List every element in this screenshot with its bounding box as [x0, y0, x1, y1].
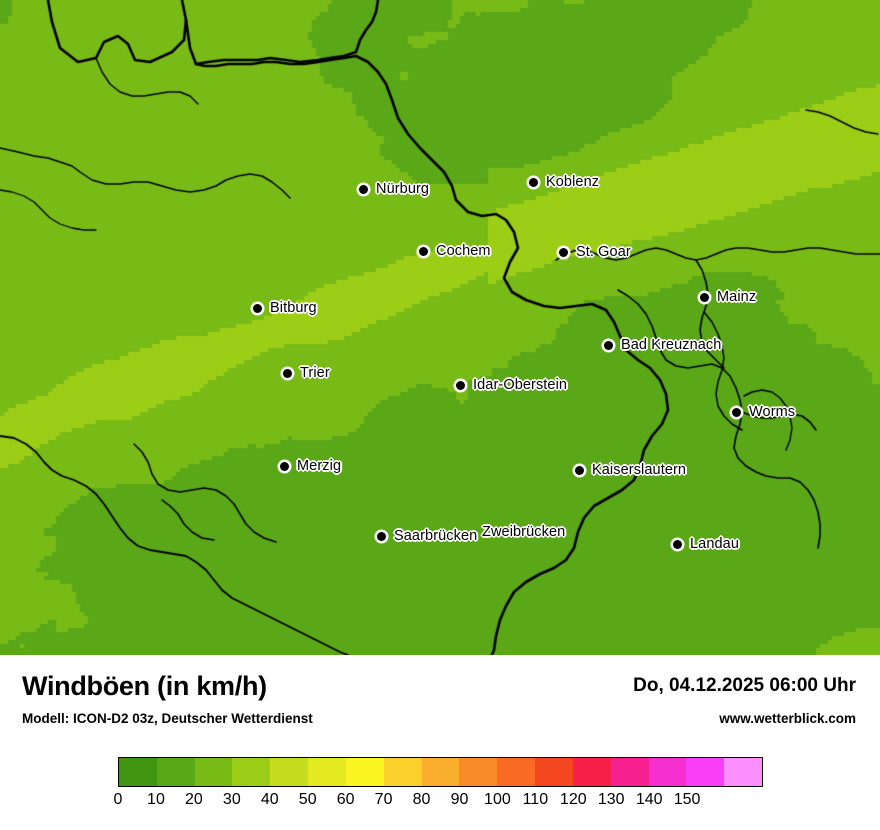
forecast-timestamp: Do, 04.12.2025 06:00 Uhr: [633, 675, 856, 696]
city-dot-icon: [359, 184, 368, 194]
city-marker-bitburg[interactable]: Bitburg: [253, 300, 317, 316]
city-label: St. Goar: [576, 244, 631, 260]
legend-tick-60: 60: [336, 791, 355, 808]
legend-tick-120: 120: [559, 791, 587, 808]
legend-swatch-5: [308, 758, 346, 786]
city-label: Kaiserslautern: [592, 462, 687, 478]
city-dot-icon: [529, 177, 538, 187]
legend-swatch-10: [497, 758, 536, 786]
city-marker-zweibr-cken[interactable]: Zweibrücken: [482, 524, 565, 540]
city-marker-n-rburg[interactable]: Nürburg: [359, 181, 429, 197]
legend-swatch-2: [194, 758, 233, 786]
city-marker-kaiserslautern[interactable]: Kaiserslautern: [575, 462, 686, 478]
legend-swatch-0: [119, 758, 157, 786]
legend-tick-20: 20: [184, 791, 203, 808]
website-url: www.wetterblick.com: [719, 711, 856, 726]
city-marker-cochem[interactable]: Cochem: [419, 243, 491, 259]
city-dot-icon: [700, 292, 709, 302]
wind-gust-heatmap-canvas: [0, 0, 880, 655]
city-label: Landau: [690, 536, 739, 552]
city-dot-icon: [559, 247, 568, 257]
city-marker-idar-oberstein[interactable]: Idar-Oberstein: [456, 377, 567, 393]
legend-tick-0: 0: [113, 791, 123, 808]
legend-swatch-12: [572, 758, 611, 786]
city-label: Mainz: [717, 289, 757, 305]
legend-swatch-13: [610, 758, 649, 786]
city-marker-landau[interactable]: Landau: [673, 536, 739, 552]
city-dot-icon: [283, 368, 292, 378]
city-dot-icon: [673, 539, 682, 549]
city-label: Bad Kreuznach: [621, 337, 722, 353]
legend-tick-100: 100: [484, 791, 511, 808]
legend-swatch-6: [345, 758, 384, 786]
city-label: Trier: [300, 365, 330, 381]
legend-tick-90: 90: [450, 791, 469, 808]
legend-tick-labels: 0 10 20 30 40 50 60 70 80 90 100 110 120 130 140 150: [114, 791, 763, 817]
city-label: Nürburg: [376, 181, 430, 197]
footer-panel: Windböen (in km/h) Modell: ICON-D2 03z, …: [0, 655, 880, 830]
legend-swatch-8: [421, 758, 460, 786]
legend-tick-50: 50: [298, 791, 317, 808]
city-dot-icon: [419, 246, 428, 256]
legend-swatch-9: [459, 758, 498, 786]
city-dot-icon: [377, 531, 386, 541]
city-dot-icon: [253, 303, 262, 313]
legend-colorbar: [118, 757, 763, 787]
city-label: Bitburg: [270, 300, 317, 316]
legend-swatch-4: [270, 758, 309, 786]
legend-tick-80: 80: [412, 791, 431, 808]
city-marker-mainz[interactable]: Mainz: [700, 289, 756, 305]
page-title: Windböen (in km/h): [22, 671, 267, 701]
model-subtitle: Modell: ICON-D2 03z, Deutscher Wetterdie…: [22, 711, 313, 726]
legend-swatch-7: [383, 758, 422, 786]
legend-tick-70: 70: [374, 791, 393, 808]
legend-swatch-14: [648, 758, 687, 786]
city-label: Cochem: [436, 243, 491, 259]
city-dot-icon: [575, 465, 584, 475]
city-label: Worms: [749, 404, 796, 420]
color-legend: 0 10 20 30 40 50 60 70 80 90 100 110 120 130 140 150: [0, 755, 880, 830]
city-dot-icon: [732, 407, 741, 417]
city-marker-saarbr-cken[interactable]: Saarbrücken: [377, 528, 477, 544]
city-label: Saarbrücken: [394, 528, 478, 544]
legend-swatch-3: [232, 758, 271, 786]
city-dot-icon: [280, 461, 289, 471]
legend-swatch-16: [724, 758, 763, 786]
city-label: Zweibrücken: [482, 524, 566, 540]
legend-tick-40: 40: [260, 791, 279, 808]
city-marker-st-goar[interactable]: St. Goar: [559, 244, 631, 260]
legend-swatch-1: [156, 758, 195, 786]
city-marker-koblenz[interactable]: Koblenz: [529, 174, 599, 190]
legend-tick-130: 130: [597, 791, 625, 808]
weather-map[interactable]: Nürburg Koblenz Cochem St. Goar Mainz Bitburg…: [0, 0, 880, 655]
city-label: Idar-Oberstein: [473, 377, 568, 393]
legend-tick-110: 110: [522, 791, 549, 808]
legend-tick-10: 10: [147, 791, 165, 808]
city-dot-icon: [604, 340, 613, 350]
city-marker-worms[interactable]: Worms: [732, 404, 795, 420]
city-dot-icon: [456, 380, 465, 390]
legend-tick-30: 30: [222, 791, 241, 808]
legend-tick-150: 150: [673, 791, 701, 808]
city-marker-bad-kreuznach[interactable]: Bad Kreuznach: [604, 337, 721, 353]
city-label: Merzig: [297, 458, 342, 474]
legend-tick-140: 140: [635, 791, 663, 808]
city-marker-trier[interactable]: Trier: [283, 365, 330, 381]
city-marker-merzig[interactable]: Merzig: [280, 458, 341, 474]
legend-swatch-15: [686, 758, 725, 786]
city-label: Koblenz: [546, 174, 600, 190]
legend-swatch-11: [535, 758, 573, 786]
